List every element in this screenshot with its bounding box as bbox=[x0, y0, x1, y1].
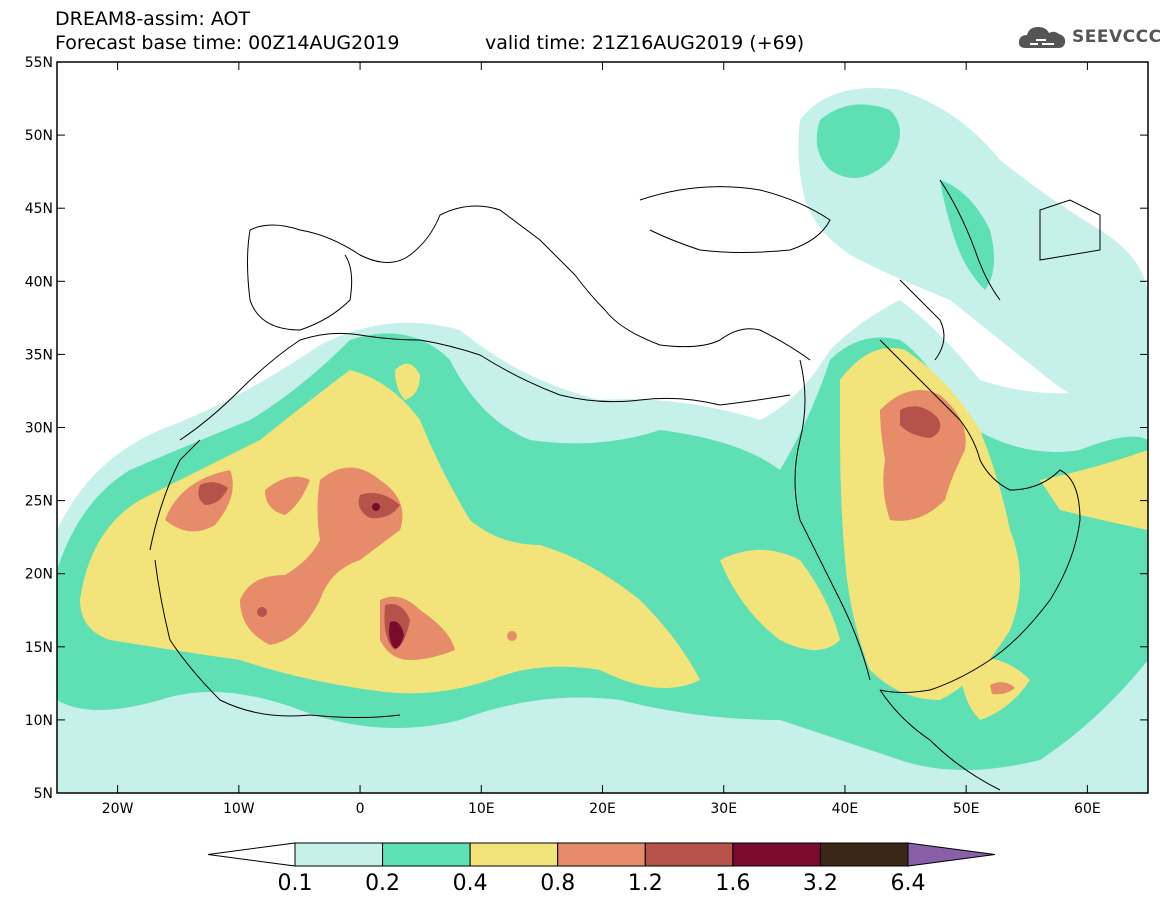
colorbar-label: 0.1 bbox=[278, 871, 313, 896]
colorbar-label: 3.2 bbox=[803, 871, 838, 896]
aot-field bbox=[57, 62, 1148, 793]
lon-label: 20E bbox=[589, 801, 616, 817]
colorbar-swatch bbox=[819, 842, 909, 867]
colorbar: 0.1 0.2 0.4 0.8 1.2 1.6 3.2 6.4 bbox=[207, 842, 996, 896]
colorbar-swatch bbox=[644, 842, 734, 867]
lat-label: 35N bbox=[25, 347, 53, 363]
colorbar-swatch bbox=[557, 842, 646, 867]
colorbar-label: 6.4 bbox=[891, 871, 926, 896]
title-line-2: Forecast base time: 00Z14AUG2019 bbox=[55, 32, 400, 54]
lat-label: 50N bbox=[25, 128, 53, 144]
lat-label: 5N bbox=[34, 786, 53, 802]
colorbar-label: 0.8 bbox=[540, 871, 575, 896]
lon-label: 60E bbox=[1074, 801, 1101, 817]
colorbar-swatch bbox=[294, 842, 384, 867]
lat-label: 30N bbox=[25, 421, 53, 437]
lon-label: 10E bbox=[468, 801, 495, 817]
aot-level-1.6 bbox=[372, 503, 404, 649]
lon-label: 20W bbox=[102, 801, 134, 817]
lat-label: 45N bbox=[25, 201, 53, 217]
colorbar-label: 1.6 bbox=[715, 871, 750, 896]
lon-label: 0 bbox=[356, 801, 365, 817]
colorbar-swatch bbox=[732, 842, 821, 867]
seevccc-logo: SEEVCCC bbox=[1016, 22, 1162, 52]
title-line-1: DREAM8-assim: AOT bbox=[55, 8, 251, 30]
lat-label: 25N bbox=[25, 494, 53, 510]
colorbar-swatch bbox=[382, 842, 471, 867]
lon-label: 50E bbox=[953, 801, 980, 817]
lat-label: 55N bbox=[25, 55, 53, 71]
coastlines bbox=[149, 179, 1101, 791]
longitude-axis: 20W 10W 0 10E 20E 30E 40E 50E 60E bbox=[102, 62, 1101, 817]
lon-label: 30E bbox=[710, 801, 737, 817]
lat-label: 10N bbox=[25, 713, 53, 729]
lat-label: 15N bbox=[25, 640, 53, 656]
lon-label: 40E bbox=[832, 801, 859, 817]
latitude-axis: 55N 50N 45N 40N 35N 30N 25N 20N 15N 10N 5N bbox=[25, 55, 1148, 802]
colorbar-label: 0.2 bbox=[365, 871, 400, 896]
lat-label: 40N bbox=[25, 274, 53, 290]
colorbar-swatch bbox=[469, 842, 559, 867]
colorbar-min-triangle bbox=[207, 842, 296, 867]
cloud-icon bbox=[1018, 27, 1066, 48]
lon-label: 10W bbox=[223, 801, 255, 817]
colorbar-label: 0.4 bbox=[453, 871, 488, 896]
colorbar-label: 1.2 bbox=[628, 871, 663, 896]
lat-label: 20N bbox=[25, 567, 53, 583]
valid-time: valid time: 21Z16AUG2019 (+69) bbox=[485, 32, 805, 54]
logo-text: SEEVCCC bbox=[1072, 27, 1162, 47]
colorbar-max-triangle bbox=[907, 842, 996, 867]
